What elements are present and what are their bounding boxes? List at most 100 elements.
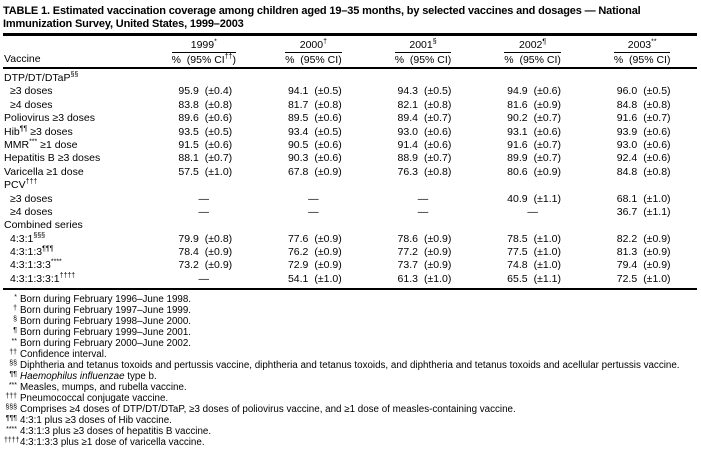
coverage-cell: 79.4 (±0.9) [587,259,697,272]
vaccine-footnote-marker: *** [29,138,38,146]
confidence-interval: (±0.8) [204,98,233,111]
year-label: 2001§ [368,39,478,52]
coverage-value: 73.2 [178,259,199,272]
coverage-value: 67.8 [287,165,309,178]
table-row: 4:3:1:3:3:1†††† — 54.1 (±1.0) 61.3 (±1.0) … [3,272,697,286]
vaccine-label: Poliovirus ≥3 doses [3,112,149,125]
vaccine-label: DTP/DT/DTaP§§ [3,72,149,85]
coverage-cell: 93.1 (±0.6) [478,126,588,139]
table-row: DTP/DT/DTaP§§ [3,72,697,85]
vaccine-label: 4:3:1:3:3**** [3,259,149,272]
coverage-cell: 93.0 (±0.6) [368,126,478,139]
vaccine-label: Hib¶¶ ≥3 doses [3,125,149,139]
footnote: * Born during February 1996–June 1998. [4,294,697,305]
coverage-value [276,219,308,232]
footnote-text: Born during February 1998–June 2000. [20,316,697,327]
footnote-text: Born during February 1996–June 1998. [20,294,697,305]
confidence-interval [314,219,350,232]
footnote: ** Born during February 2000–June 2002. [4,338,697,349]
footnote-plain-text: Born during February 1997–June 1999. [20,305,192,317]
coverage-cell: 73.2 (±0.9) [149,259,259,272]
coverage-value: 90.3 [287,152,309,165]
footnote-marker: †† [9,349,17,357]
vaccine-label-text: Poliovirus ≥3 doses [4,112,95,125]
confidence-interval: (±0.6) [314,138,342,151]
vaccine-footnote-marker: ¶¶ [19,125,28,133]
confidence-interval: (±0.6) [314,112,342,125]
footnote-marker: §§§ [5,404,17,412]
footnote-plain-text: Measles, mumps, and rubella vaccine. [20,382,187,394]
confidence-interval [205,72,241,85]
coverage-value: 91.6 [507,138,528,151]
coverage-cell: 88.1 (±0.7) [149,152,259,165]
year-label: 1999* [149,39,259,52]
ci-subheader-text: % (95% CI [171,54,225,66]
footnote-plain-text: 4:3:1:3 plus ≥3 doses of hepatitis B vac… [20,426,212,438]
confidence-interval: (±0.9) [204,259,233,272]
coverage-value: — [198,192,210,205]
coverage-cell: 79.9 (±0.8) [149,233,259,246]
coverage-cell: 95.9 (±0.4) [149,85,259,98]
vaccine-label-text: 4:3:1:3:3 [10,259,51,272]
coverage-cell: — [478,206,588,219]
vaccine-footnote-marker: §§ [70,71,79,79]
vaccine-label: 4:3:1:3¶¶¶ [3,246,149,259]
confidence-interval [424,179,460,192]
confidence-interval: (±0.8) [314,98,342,111]
coverage-value: 84.8 [616,165,638,178]
footnote-marker: ¶¶¶ [5,415,17,423]
vaccine-label: PCV††† [3,179,149,192]
confidence-interval: (±0.8) [423,98,452,111]
coverage-cell: 78.4 (±0.9) [149,246,259,259]
confidence-interval [643,72,679,85]
coverage-value: 91.5 [178,138,199,151]
header-divider-rule [3,67,697,69]
confidence-interval: (±0.9) [314,246,342,259]
coverage-cell: 91.4 (±0.6) [368,139,478,152]
table-body: DTP/DT/DTaP§§ ≥3 doses 95.9 (±0.4) 94.1 (±… [3,69,697,286]
year-text: 2001 [409,39,433,51]
confidence-interval: (±0.9) [533,98,561,111]
coverage-value: 84.8 [616,98,638,111]
footnote: § Born during February 1998–June 2000. [4,316,697,327]
vaccine-footnote-marker: †††† [59,272,76,280]
ci-subheader-text: % (95% CI [394,54,448,66]
vaccine-label-text: PCV [4,179,26,192]
ci-subheader-close: ) [338,54,342,66]
footnote: **** 4:3:1:3 plus ≥3 doses of hepatitis … [4,426,697,437]
coverage-value [167,219,199,232]
footnote-marker: * [14,294,17,302]
confidence-interval [534,179,570,192]
coverage-cell: 89.4 (±0.7) [368,112,478,125]
table-row: Hepatitis B ≥3 doses 88.1 (±0.7) 90.3 (±0.… [3,152,697,165]
confidence-interval: (±0.5) [643,85,671,98]
footnote: ¶¶ Haemophilus influenzae type b. [4,371,697,382]
coverage-cell: 90.2 (±0.7) [478,112,588,125]
coverage-cell: 78.6 (±0.9) [368,233,478,246]
confidence-interval: (±0.8) [643,165,671,178]
vaccine-label-text: 4:3:1:3 [10,246,43,259]
footnote-text: Born during February 2000–June 2002. [20,338,697,349]
coverage-value: 96.0 [616,85,638,98]
confidence-interval: (±0.6) [643,125,671,138]
footnote-text: Comprises ≥4 doses of DTP/DT/DTaP, ≥3 do… [20,404,697,415]
coverage-cell: 82.2 (±0.9) [587,233,697,246]
coverage-cell: 40.9 (±1.1) [478,193,588,206]
coverage-value [276,72,308,85]
ci-subheader: % (95% CI) [285,52,342,66]
coverage-cell: 77.5 (±1.0) [478,246,588,259]
vaccine-footnote-marker: ††† [25,178,38,186]
footnote-plain-text: Pneumococcal conjugate vaccine. [20,393,169,405]
footnote-text: 4:3:1:3:3 plus ≥1 dose of varicella vacc… [20,437,697,448]
confidence-interval: (±0.9) [643,259,671,272]
coverage-cell: 61.3 (±1.0) [368,273,478,286]
confidence-interval: (±0.9) [423,259,452,272]
coverage-cell: 94.3 (±0.5) [368,85,478,98]
coverage-value: 82.2 [616,232,638,245]
vaccine-label: MMR*** ≥1 dose [3,138,149,152]
coverage-value [605,72,637,85]
coverage-value: 78.4 [178,246,199,259]
year-footnote-marker: ** [651,38,657,46]
footnote-text: Born during February 1997–June 1999. [20,305,697,316]
